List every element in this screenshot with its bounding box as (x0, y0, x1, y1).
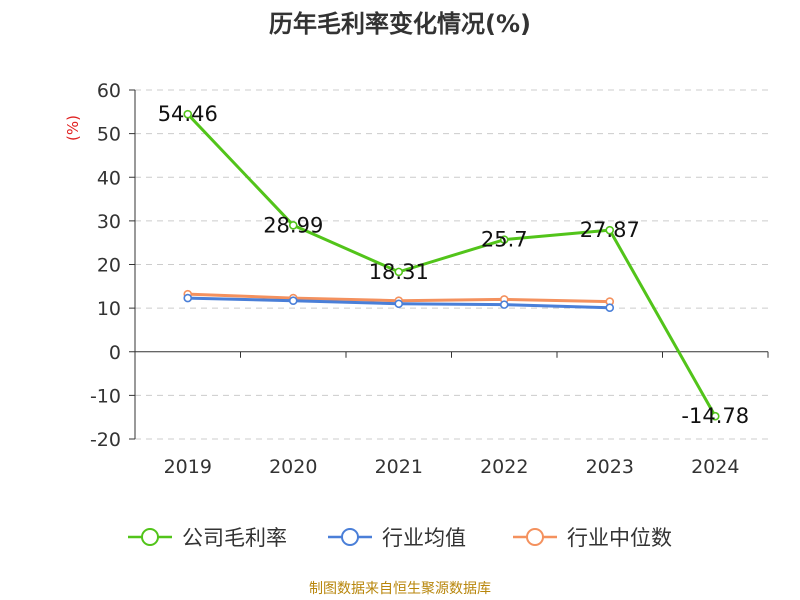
y-tick-label: 0 (109, 342, 121, 364)
x-axis-ticks: 2019 2020 2021 2022 2023 2024 (164, 456, 740, 478)
data-point (288, 220, 298, 230)
y-tick-label: 10 (97, 298, 121, 320)
axes (134, 90, 769, 439)
y-tick-label: -10 (90, 385, 121, 407)
data-point (499, 300, 509, 309)
x-tick-label: 2022 (480, 456, 528, 478)
legend-marker-icon (526, 528, 544, 546)
data-point (499, 235, 509, 244)
source-note: 制图数据来自恒生聚源数据库 (309, 581, 491, 597)
data-label: 27.87 (580, 218, 640, 242)
legend[interactable]: 公司毛利率 行业均值 行业中位数 (128, 526, 672, 550)
data-point (394, 267, 404, 277)
x-tick-label: 2024 (691, 456, 739, 478)
y-tick-label: 50 (97, 124, 121, 146)
data-point (605, 303, 615, 312)
y-tick-label: 60 (97, 80, 121, 102)
legend-label: 行业中位数 (567, 526, 672, 550)
legend-label: 行业均值 (382, 526, 466, 550)
data-label: 25.7 (481, 228, 528, 252)
legend-item[interactable]: 公司毛利率 (128, 526, 287, 550)
data-point (394, 299, 404, 309)
series-line (186, 113, 717, 417)
x-tick-label: 2020 (269, 456, 317, 478)
data-label: 18.31 (369, 260, 429, 284)
data-point (288, 296, 298, 306)
data-point (183, 109, 193, 119)
y-tick-label: 20 (97, 255, 121, 277)
data-label: 28.99 (263, 213, 323, 237)
legend-marker-icon (341, 528, 359, 546)
x-tick-label: 2019 (164, 456, 212, 478)
legend-item[interactable]: 行业中位数 (513, 526, 672, 550)
legend-label: 公司毛利率 (182, 526, 287, 550)
y-tick-label: 40 (97, 167, 121, 189)
chart-title: 历年毛利率变化情况(%) (269, 10, 531, 38)
y-tick-label: 30 (97, 211, 121, 233)
legend-item[interactable]: 行业均值 (328, 526, 466, 550)
x-tick-label: 2023 (586, 456, 634, 478)
data-labels: 54.46 28.99 18.31 25.7 27.87 -14.78 (158, 102, 749, 428)
data-point (183, 293, 193, 303)
series-group (183, 109, 720, 421)
y-axis-ticks: -20 -10 0 10 20 30 40 50 60 (90, 80, 135, 451)
grid-lines (135, 89, 768, 440)
legend-marker-icon (141, 528, 159, 546)
y-tick-label: -20 (90, 429, 121, 451)
data-label: -14.78 (681, 404, 749, 428)
data-label: 54.46 (158, 102, 218, 126)
x-tick-label: 2021 (375, 456, 423, 478)
data-point (710, 411, 720, 421)
y-axis-label: (%) (64, 115, 82, 141)
data-point (605, 225, 615, 235)
